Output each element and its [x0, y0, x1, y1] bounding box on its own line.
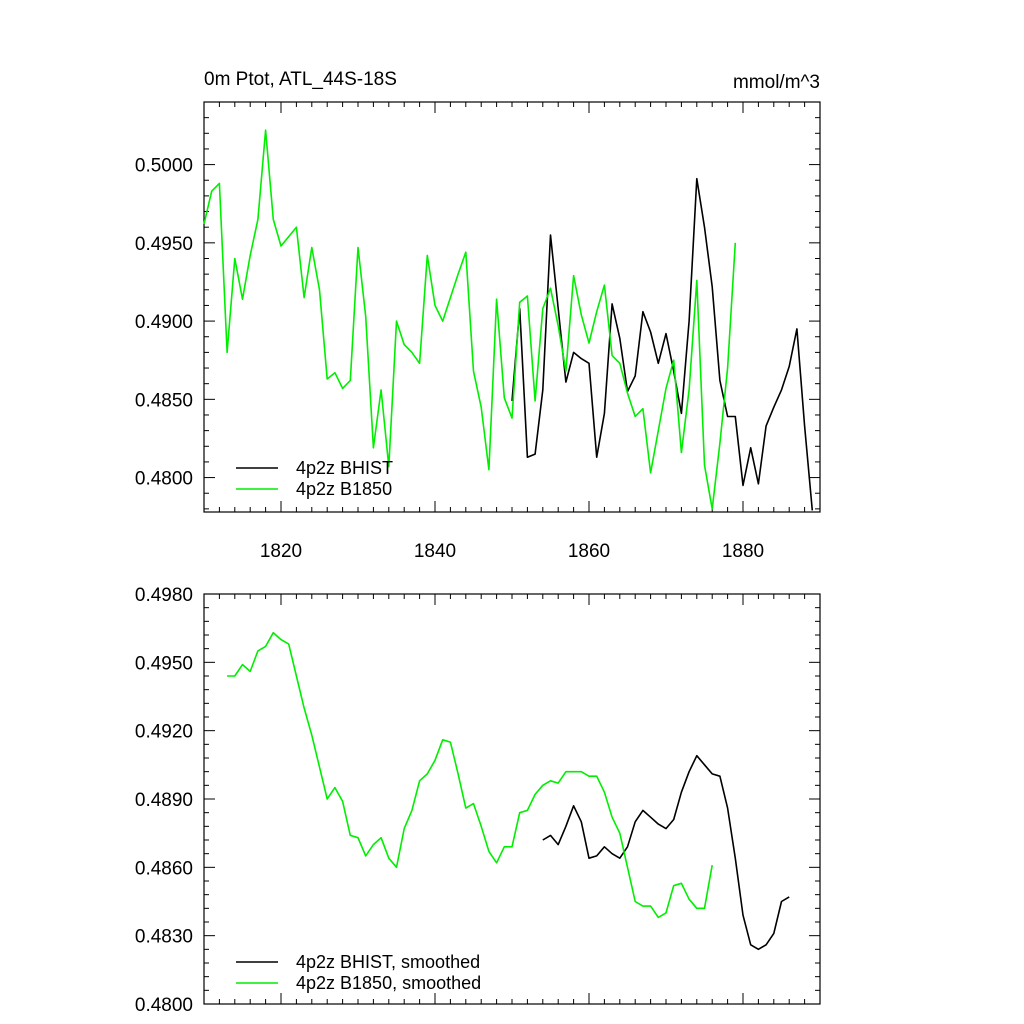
series-line: [511, 177, 814, 511]
y-tick-label: 0.5000: [135, 156, 193, 177]
plot-frame: [203, 593, 821, 1005]
series-line: [542, 754, 790, 951]
y-tick-label: 0.4950: [135, 653, 193, 674]
y-tick-label: 0.4800: [135, 995, 193, 1016]
x-tick-label: 1820: [260, 541, 302, 562]
top-panel: 1820 1840 1860 1880 0.4800 0.4850 0.4900 0.4950…: [135, 69, 821, 562]
plot-frame: [203, 101, 821, 513]
legend-label: 4p2z B1850, smoothed: [296, 973, 481, 993]
y-tick-label: 0.4980: [135, 585, 193, 606]
series-line: [203, 129, 737, 510]
x-tick-label: 1860: [568, 541, 610, 562]
legend-label: 4p2z BHIST: [296, 458, 393, 478]
legend-label: 4p2z B1850: [296, 479, 392, 499]
y-tick-label: 0.4860: [135, 858, 193, 879]
y-tick-label: 0.4900: [135, 312, 193, 333]
legend-label: 4p2z BHIST, smoothed: [296, 952, 480, 972]
y-tick-label: 0.4920: [135, 722, 193, 743]
y-tick-label: 0.4890: [135, 790, 193, 811]
y-tick-label: 0.4800: [135, 469, 193, 490]
x-tick-label: 1880: [722, 541, 764, 562]
units-label: mmol/m^3: [733, 72, 820, 93]
x-tick-label: 1840: [414, 541, 456, 562]
y-tick-label: 0.4950: [135, 234, 193, 255]
chart-title: 0m Ptot, ATL_44S-18S: [204, 69, 397, 90]
series-line: [227, 631, 713, 919]
bottom-panel: 0.4800 0.4830 0.4860 0.4890 0.4920 0.4950 0.49…: [135, 585, 821, 1016]
y-tick-label: 0.4850: [135, 390, 193, 411]
y-tick-label: 0.4830: [135, 927, 193, 948]
